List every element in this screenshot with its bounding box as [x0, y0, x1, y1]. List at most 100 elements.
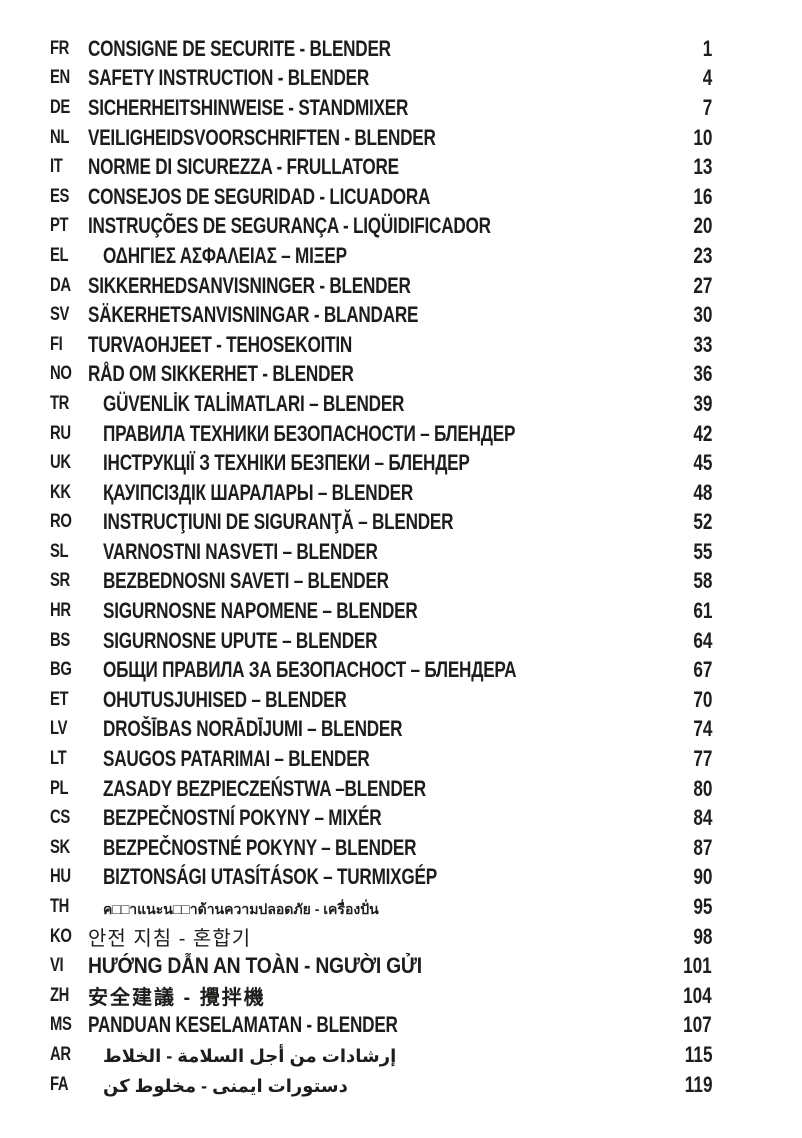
toc-row-lt: LT SAUGOS PATARIMAI – BLENDER 77 — [50, 744, 712, 774]
page-number-text: 20 — [692, 213, 712, 239]
entry-title-text: SAFETY INSTRUCTION - BLENDER — [88, 65, 370, 91]
toc-row-cs: CS BEZPEČNOSTNÍ POKYNY – MIXÉR 84 — [50, 803, 712, 833]
entry-title: دستورات ايمنى - مخلوط كن — [103, 1072, 642, 1098]
language-code-text: MS — [50, 1014, 72, 1036]
toc-row-sk: SK BEZPEČNOSTNÉ POKYNY – BLENDER 87 — [50, 833, 712, 863]
page-number-text: 98 — [692, 923, 712, 949]
entry-title-text: ΟΔΗΓΙΕΣ ΑΣΦΑΛΕΙΑΣ – ΜΙΞΕΡ — [103, 242, 347, 268]
toc-row-es: ES CONSEJOS DE SEGURIDAD - LICUADORA 16 — [50, 182, 712, 212]
language-code: AR — [50, 1044, 103, 1066]
entry-title: PANDUAN KESELAMATAN - BLENDER — [88, 1012, 642, 1038]
language-code: KO — [50, 926, 88, 948]
page-number-text: 42 — [692, 420, 712, 446]
entry-title-text: GÜVENLİK TALİMATLARI – BLENDER — [103, 390, 405, 416]
entry-title-text: VEILIGHEIDSVOORSCHRIFTEN - BLENDER — [88, 124, 436, 150]
language-code: LV — [50, 718, 103, 740]
language-code-text: UK — [50, 452, 71, 474]
page-number-text: 39 — [692, 390, 712, 416]
entry-title-text: BEZBEDNOSNI SAVETI – BLENDER — [103, 568, 389, 594]
page-number: 30 — [642, 302, 712, 328]
entry-title-text: HƯỚNG DẪN AN TOÀN - NGƯỜI GỬI — [88, 953, 422, 979]
page-number: 70 — [642, 687, 712, 713]
toc-row-et: ET OHUTUSJUHISED – BLENDER 70 — [50, 685, 712, 715]
toc-row-zh: ZH 安全建議 - 攪拌機 104 — [50, 981, 712, 1011]
language-code-text: SK — [50, 836, 70, 858]
page-number-text: 67 — [692, 657, 712, 683]
page-number-text: 45 — [692, 450, 712, 476]
toc-row-sv: SV SÄKERHETSANVISNINGAR - BLANDARE 30 — [50, 300, 712, 330]
language-code-text: RO — [50, 511, 72, 533]
entry-title-text: 안전 지침 - 혼합기 — [88, 928, 252, 951]
page-number-text: 55 — [692, 538, 712, 564]
page-number: 77 — [642, 746, 712, 772]
toc-row-vi: VI HƯỚNG DẪN AN TOÀN - NGƯỜI GỬI 101 — [50, 951, 712, 981]
language-code-text: BG — [50, 659, 72, 681]
entry-title-text: VARNOSTNI NASVETI – BLENDER — [103, 538, 378, 564]
page-number-text: 61 — [692, 598, 712, 624]
page-number: 4 — [642, 65, 712, 91]
entry-title-text: SAUGOS PATARIMAI – BLENDER — [103, 746, 370, 772]
page-number-text: 95 — [692, 894, 712, 920]
language-code: FA — [50, 1074, 103, 1096]
language-code-text: DE — [50, 96, 70, 118]
language-code: LT — [50, 748, 103, 770]
language-code: SL — [50, 541, 103, 563]
toc-row-hu: HU BIZTONSÁGI UTASÍTÁSOK – TURMIXGÉP 90 — [50, 863, 712, 893]
entry-title: RÅD OM SIKKERHET - BLENDER — [88, 361, 642, 387]
entry-title-text: INSTRUCŢIUNI DE SIGURANŢĂ – BLENDER — [103, 509, 454, 535]
language-code: PL — [50, 778, 103, 800]
language-code: NO — [50, 363, 88, 385]
language-code-text: HU — [50, 866, 71, 888]
page-number-text: 104 — [683, 982, 712, 1008]
language-code-text: RU — [50, 422, 71, 444]
language-code: DA — [50, 275, 88, 297]
entry-title: CONSIGNE DE SECURITE - BLENDER — [88, 36, 642, 62]
language-code: ES — [50, 186, 88, 208]
entry-title-text: ZASADY BEZPIECZEŃSTWA –BLENDER — [103, 775, 426, 801]
entry-title: OHUTUSJUHISED – BLENDER — [103, 687, 642, 713]
entry-title: ค□□าแนะน□□าด้านความปลอดภัย - เครื่องปั่น — [103, 894, 642, 921]
entry-title-text: CONSEJOS DE SEGURIDAD - LICUADORA — [88, 183, 431, 209]
toc-row-fa: FA دستورات ايمنى - مخلوط كن 119 — [50, 1070, 712, 1100]
page-number: 20 — [642, 213, 712, 239]
entry-title: SIKKERHEDSANVISNINGER - BLENDER — [88, 273, 642, 299]
entry-title: إرشادات من أجل السلامة - الخلاط — [103, 1042, 642, 1068]
language-code-text: DA — [50, 274, 71, 296]
entry-title-text: DROŠĪBAS NORĀDĪJUMI – BLENDER — [103, 716, 403, 742]
page-number-text: 36 — [692, 361, 712, 387]
entry-title: SAFETY INSTRUCTION - BLENDER — [88, 65, 642, 91]
language-code-text: FR — [50, 37, 69, 59]
entry-title: NORME DI SICUREZZA - FRULLATORE — [88, 154, 642, 180]
page-number: 58 — [642, 568, 712, 594]
language-code: EN — [50, 67, 88, 89]
entry-title: CONSEJOS DE SEGURIDAD - LICUADORA — [88, 184, 642, 210]
entry-title-text: NORME DI SICUREZZA - FRULLATORE — [88, 154, 399, 180]
entry-title: SIGURNOSNE UPUTE – BLENDER — [103, 628, 642, 654]
entry-title-text: CONSIGNE DE SECURITE - BLENDER — [88, 35, 391, 61]
page-number: 64 — [642, 628, 712, 654]
language-code: FR — [50, 38, 88, 60]
page-number-text: 7 — [702, 94, 712, 120]
toc-row-ru: RU ПРАВИЛА ТЕХНИКИ БЕЗОПАСНОСТИ – БЛЕНДЕР… — [50, 419, 712, 449]
entry-title: VARNOSTNI NASVETI – BLENDER — [103, 539, 642, 565]
page-number: 90 — [642, 864, 712, 890]
page-number: 7 — [642, 95, 712, 121]
page-number: 87 — [642, 835, 712, 861]
toc-row-lv: LV DROŠĪBAS NORĀDĪJUMI – BLENDER 74 — [50, 715, 712, 745]
entry-title-text: SIGURNOSNE UPUTE – BLENDER — [103, 627, 378, 653]
entry-title-text: ОБЩИ ПРАВИЛА ЗА БЕЗОПАСНОСТ – БЛЕНДЕРА — [103, 657, 517, 683]
page-number: 42 — [642, 421, 712, 447]
entry-title-text: SIGURNOSNE NAPOMENE – BLENDER — [103, 598, 418, 624]
page-number-text: 119 — [684, 1071, 712, 1097]
toc-row-pl: PL ZASADY BEZPIECZEŃSTWA –BLENDER 80 — [50, 774, 712, 804]
entry-title: INSTRUÇÕES DE SEGURANÇA - LIQÜIDIFICADOR — [88, 213, 642, 239]
toc-row-ro: RO INSTRUCŢIUNI DE SIGURANŢĂ – BLENDER 52 — [50, 508, 712, 538]
language-code: PT — [50, 215, 88, 237]
page-number-text: 84 — [692, 805, 712, 831]
language-code-text: LT — [50, 748, 67, 770]
toc-row-ar: AR إرشادات من أجل السلامة - الخلاط 115 — [50, 1040, 712, 1070]
entry-title-text: ҚАУІПСІЗДІК ШАРАЛАРЫ – BLENDER — [103, 479, 413, 505]
language-code: SV — [50, 304, 88, 326]
entry-title-text: INSTRUÇÕES DE SEGURANÇA - LIQÜIDIFICADOR — [88, 213, 491, 239]
page-number: 52 — [642, 509, 712, 535]
